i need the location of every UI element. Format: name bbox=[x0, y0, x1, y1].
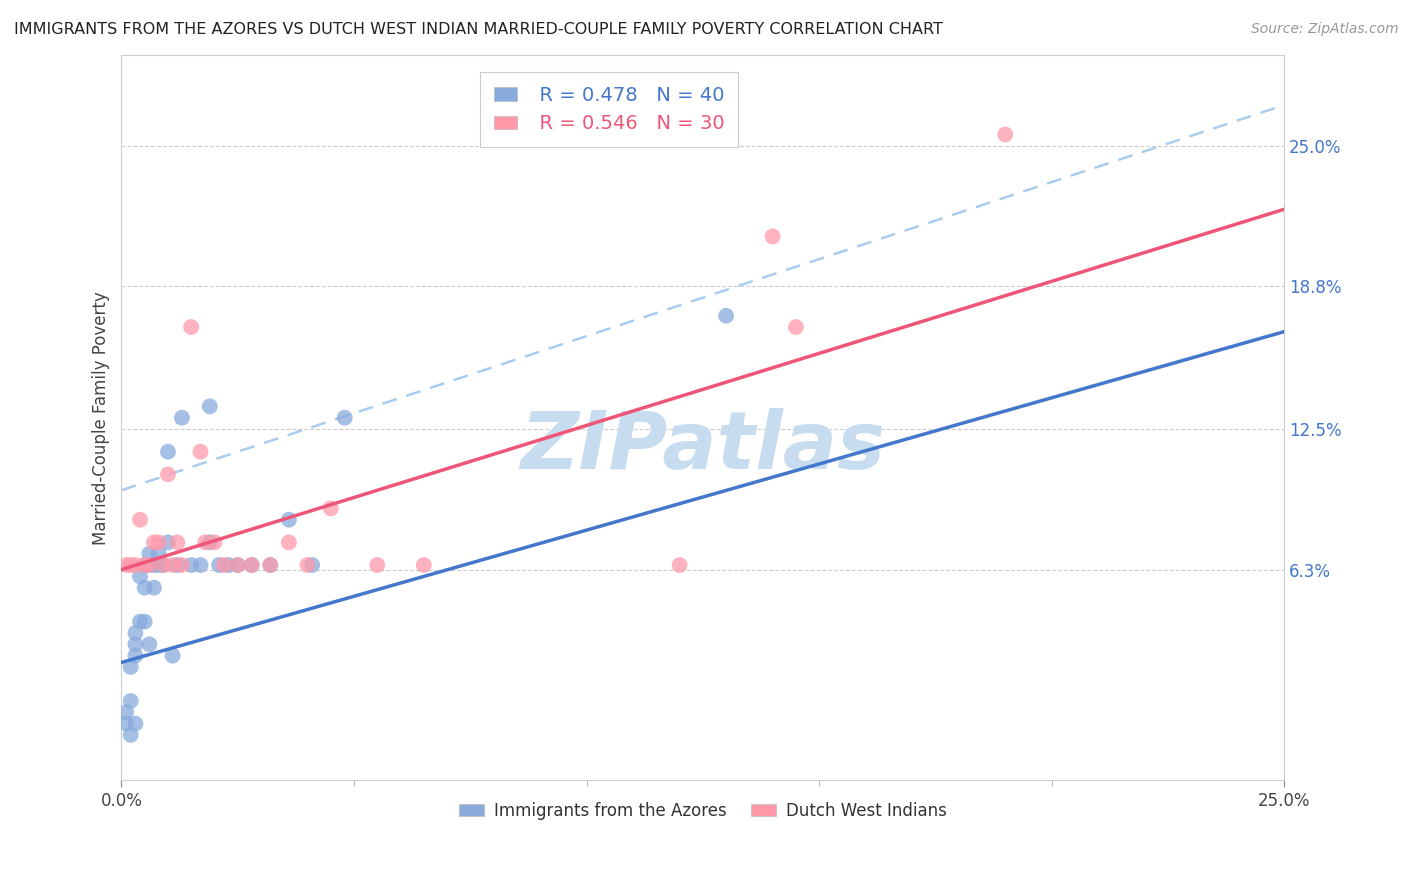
Point bbox=[115, 706, 138, 720]
Y-axis label: Married-Couple Family Poverty: Married-Couple Family Poverty bbox=[93, 291, 110, 545]
Point bbox=[170, 410, 193, 425]
Point bbox=[297, 558, 319, 572]
Point bbox=[190, 558, 212, 572]
Point bbox=[120, 660, 142, 674]
Point bbox=[156, 535, 179, 549]
Point bbox=[124, 648, 146, 663]
Point bbox=[124, 626, 146, 640]
Point bbox=[152, 558, 174, 572]
Point bbox=[166, 535, 188, 549]
Point bbox=[166, 558, 188, 572]
Point bbox=[120, 694, 142, 708]
Point bbox=[129, 513, 152, 527]
Point bbox=[217, 558, 239, 572]
Point bbox=[319, 501, 342, 516]
Point bbox=[134, 558, 156, 572]
Point bbox=[129, 615, 152, 629]
Point bbox=[208, 558, 231, 572]
Point bbox=[162, 558, 184, 572]
Point bbox=[212, 558, 235, 572]
Point bbox=[134, 615, 156, 629]
Text: IMMIGRANTS FROM THE AZORES VS DUTCH WEST INDIAN MARRIED-COUPLE FAMILY POVERTY CO: IMMIGRANTS FROM THE AZORES VS DUTCH WEST… bbox=[14, 22, 943, 37]
Legend: Immigrants from the Azores, Dutch West Indians: Immigrants from the Azores, Dutch West I… bbox=[451, 795, 953, 826]
Point bbox=[120, 558, 142, 572]
Point bbox=[259, 558, 281, 572]
Point bbox=[198, 535, 221, 549]
Point bbox=[162, 648, 184, 663]
Point bbox=[115, 558, 138, 572]
Text: Source: ZipAtlas.com: Source: ZipAtlas.com bbox=[1251, 22, 1399, 37]
Point bbox=[129, 569, 152, 583]
Point bbox=[180, 320, 202, 334]
Point bbox=[366, 558, 388, 572]
Point bbox=[152, 558, 174, 572]
Point bbox=[714, 309, 737, 323]
Point bbox=[143, 581, 166, 595]
Point bbox=[668, 558, 690, 572]
Point bbox=[120, 728, 142, 742]
Point bbox=[333, 410, 356, 425]
Point bbox=[148, 547, 170, 561]
Point bbox=[156, 444, 179, 458]
Point bbox=[124, 716, 146, 731]
Point bbox=[115, 716, 138, 731]
Point bbox=[226, 558, 249, 572]
Point bbox=[785, 320, 807, 334]
Point bbox=[156, 467, 179, 482]
Point bbox=[412, 558, 434, 572]
Point bbox=[277, 535, 299, 549]
Point bbox=[143, 535, 166, 549]
Point bbox=[138, 547, 160, 561]
Point bbox=[226, 558, 249, 572]
Point bbox=[180, 558, 202, 572]
Point bbox=[124, 637, 146, 651]
Point bbox=[170, 558, 193, 572]
Point bbox=[138, 558, 160, 572]
Point bbox=[138, 558, 160, 572]
Point bbox=[240, 558, 263, 572]
Point bbox=[134, 581, 156, 595]
Point bbox=[240, 558, 263, 572]
Point bbox=[143, 558, 166, 572]
Point bbox=[994, 128, 1017, 142]
Point bbox=[124, 558, 146, 572]
Point bbox=[190, 444, 212, 458]
Point bbox=[259, 558, 281, 572]
Point bbox=[134, 558, 156, 572]
Point bbox=[138, 637, 160, 651]
Point bbox=[198, 400, 221, 414]
Point bbox=[148, 558, 170, 572]
Point bbox=[277, 513, 299, 527]
Point bbox=[301, 558, 323, 572]
Point bbox=[762, 229, 785, 244]
Point bbox=[148, 535, 170, 549]
Point bbox=[194, 535, 217, 549]
Text: ZIPatlas: ZIPatlas bbox=[520, 408, 886, 486]
Point bbox=[204, 535, 226, 549]
